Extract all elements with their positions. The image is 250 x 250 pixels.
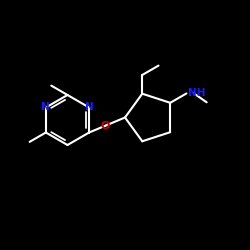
Text: O: O: [100, 121, 110, 131]
Text: N: N: [85, 102, 94, 113]
Text: NH: NH: [188, 88, 206, 99]
Text: N: N: [42, 102, 50, 113]
